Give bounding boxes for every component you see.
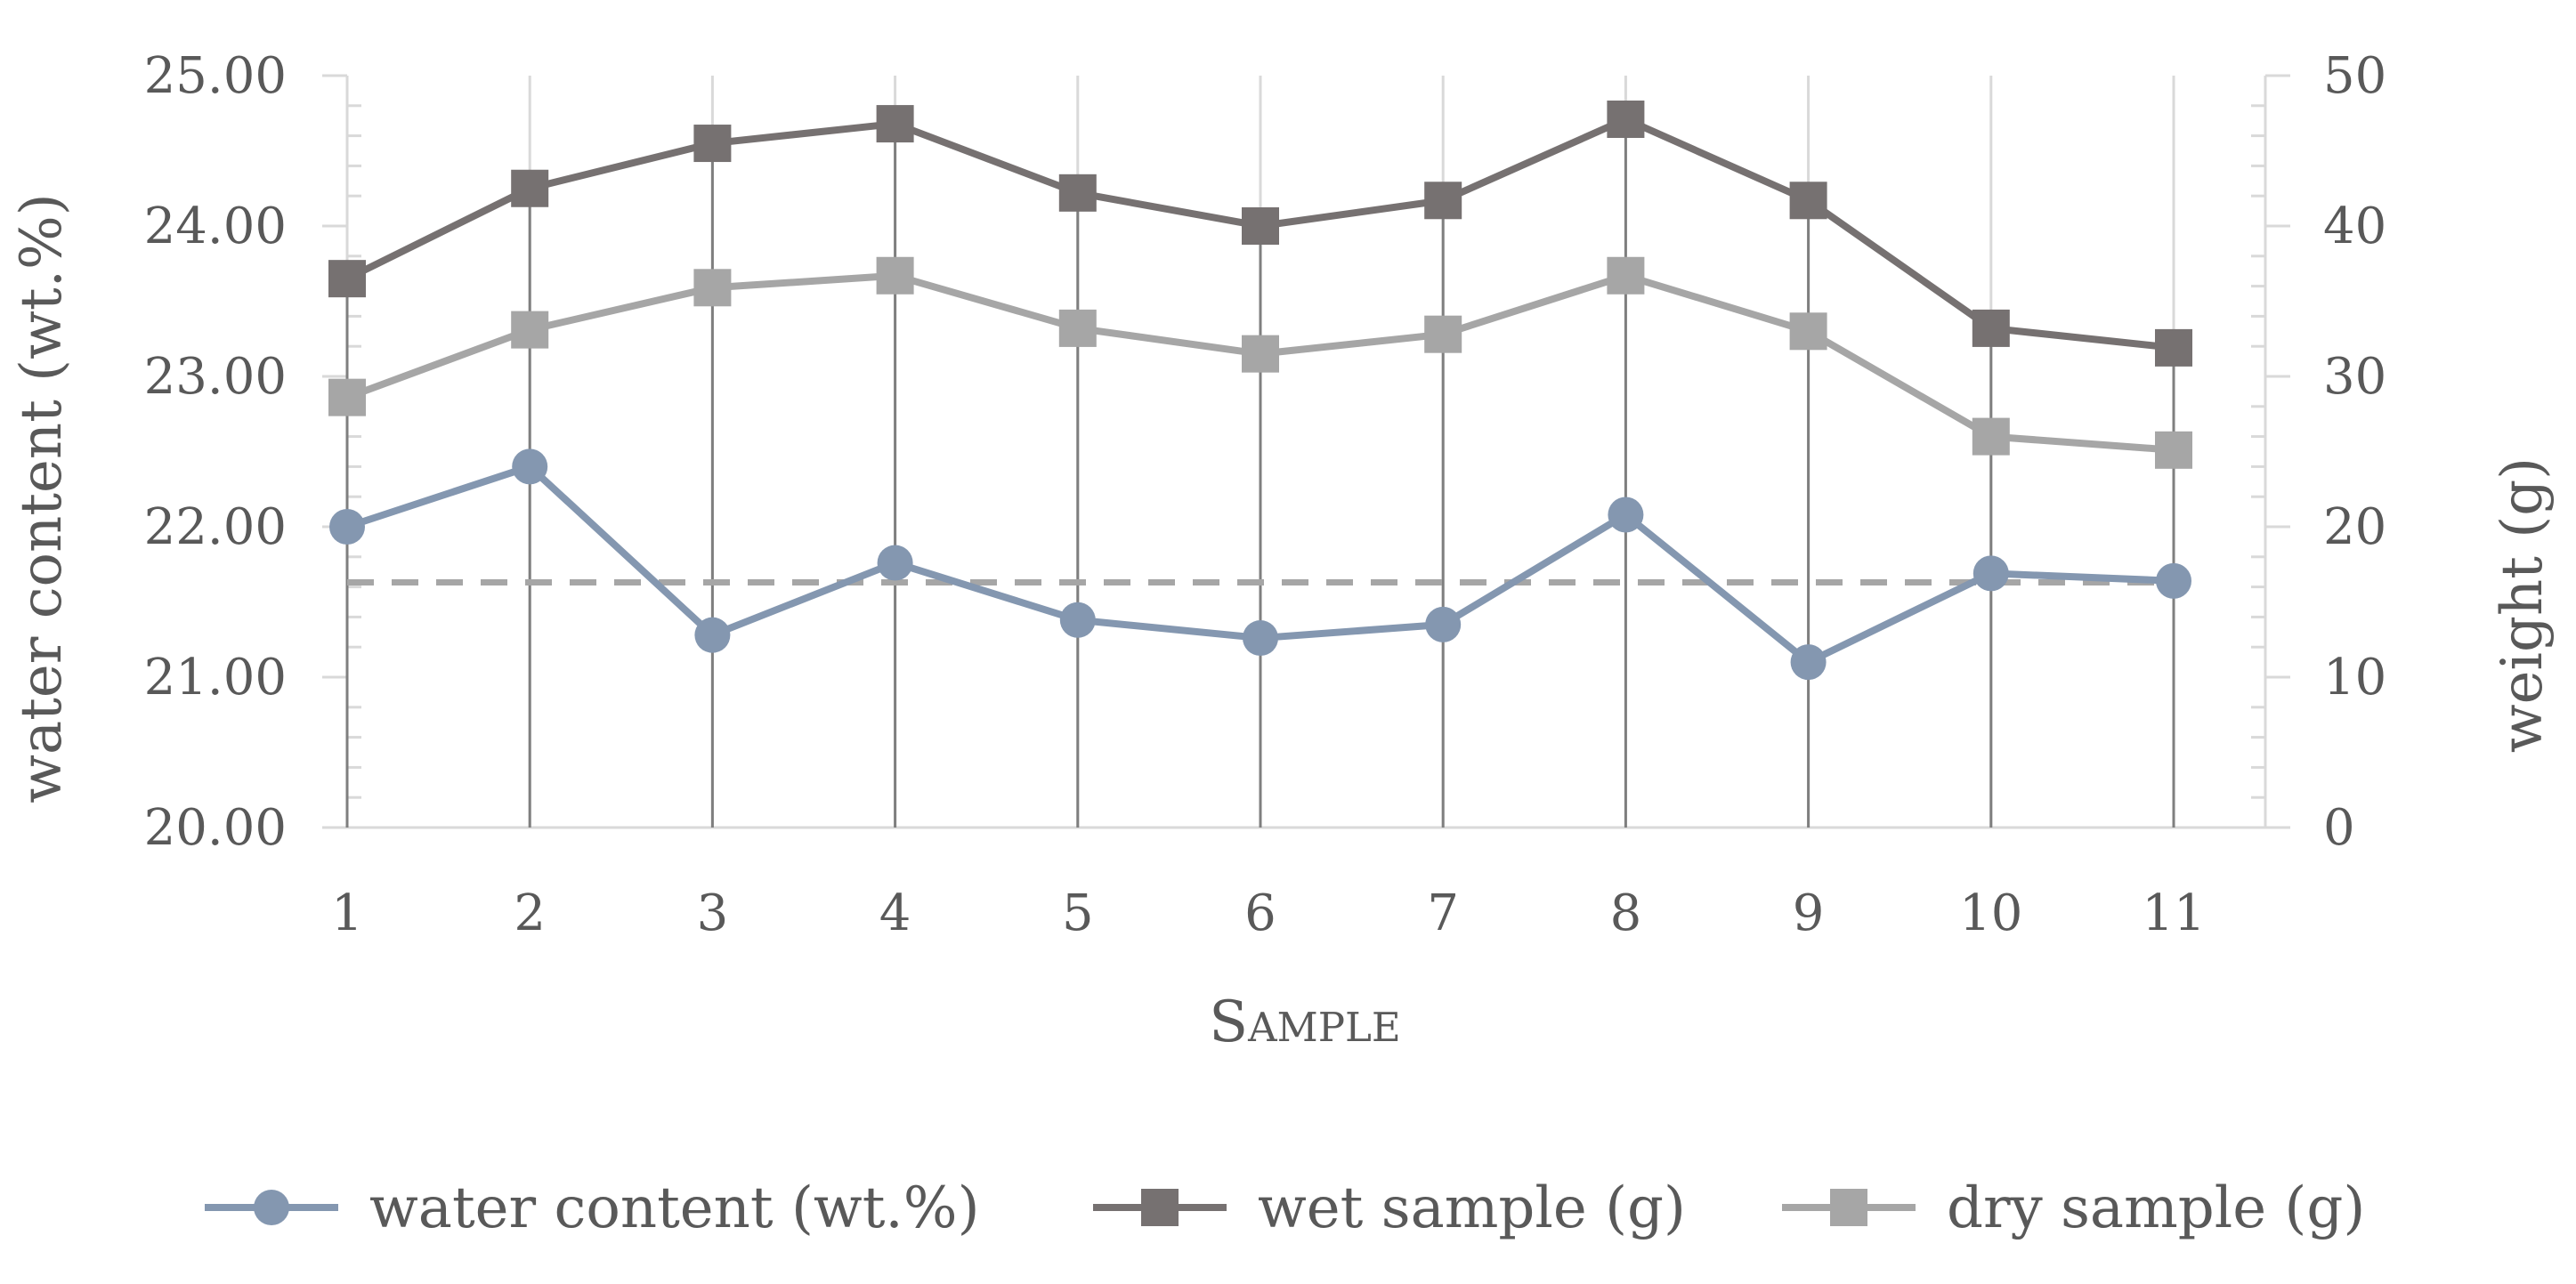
point-water-content-7 xyxy=(1425,606,1462,642)
y2-tick-label-0: 0 xyxy=(2323,799,2355,857)
y-tick-label-21.00: 21.00 xyxy=(144,649,287,707)
x-axis-title: Sample xyxy=(1209,989,1400,1055)
x-tick-label-8: 8 xyxy=(1610,884,1642,942)
x-tick-label-10: 10 xyxy=(1959,884,2022,942)
point-water-content-5 xyxy=(1059,602,1096,638)
point-dry-sample-6 xyxy=(1242,335,1279,373)
x-tick-label-9: 9 xyxy=(1793,884,1825,942)
point-water-content-3 xyxy=(694,617,731,653)
y2-tick-label-20: 20 xyxy=(2323,498,2386,556)
series-layer xyxy=(328,101,2192,681)
legend-marker-2 xyxy=(1830,1189,1867,1226)
point-dry-sample-9 xyxy=(1789,312,1827,351)
point-wet-sample-4 xyxy=(876,105,914,143)
point-dry-sample-5 xyxy=(1058,309,1097,347)
point-wet-sample-3 xyxy=(693,125,732,163)
y2-axis-title: weight (g) xyxy=(2490,457,2556,753)
point-dry-sample-4 xyxy=(876,256,914,295)
y-tick-label-25.00: 25.00 xyxy=(144,47,287,105)
point-dry-sample-8 xyxy=(1607,256,1645,295)
point-water-content-11 xyxy=(2156,562,2191,599)
y2-tick-label-50: 50 xyxy=(2323,47,2386,105)
x-tick-label-1: 1 xyxy=(331,884,363,942)
y2-tick-label-10: 10 xyxy=(2323,649,2386,707)
y-tick-label-23.00: 23.00 xyxy=(144,348,287,406)
y-tick-label-22.00: 22.00 xyxy=(144,498,287,556)
point-water-content-8 xyxy=(1608,497,1644,533)
point-wet-sample-10 xyxy=(1972,309,2010,347)
point-dry-sample-7 xyxy=(1424,315,1462,353)
x-tick-label-2: 2 xyxy=(514,884,546,942)
x-tick-label-11: 11 xyxy=(2142,884,2205,942)
point-water-content-4 xyxy=(877,545,913,581)
y-tick-label-24.00: 24.00 xyxy=(144,198,287,255)
legend-marker-0 xyxy=(254,1190,289,1225)
legend-label-0: water content (wt.%) xyxy=(369,1175,980,1241)
y2-tick-label-40: 40 xyxy=(2323,198,2386,255)
x-tick-label-7: 7 xyxy=(1427,884,1459,942)
y2-tick-label-30: 30 xyxy=(2323,348,2386,406)
legend-marker-1 xyxy=(1141,1189,1179,1226)
point-dry-sample-11 xyxy=(2155,431,2192,469)
point-wet-sample-7 xyxy=(1424,182,1462,220)
x-tick-label-6: 6 xyxy=(1244,884,1276,942)
point-wet-sample-5 xyxy=(1058,174,1097,212)
point-dry-sample-1 xyxy=(328,378,366,416)
point-water-content-6 xyxy=(1243,620,1278,657)
x-tick-label-3: 3 xyxy=(697,884,729,942)
point-wet-sample-2 xyxy=(511,169,549,207)
point-wet-sample-11 xyxy=(2155,328,2192,367)
point-dry-sample-2 xyxy=(511,311,549,349)
point-water-content-2 xyxy=(512,448,548,485)
point-wet-sample-1 xyxy=(328,260,366,298)
point-water-content-1 xyxy=(329,509,365,545)
legend: water content (wt.%) wet sample (g) dry sa… xyxy=(205,1175,2365,1241)
point-wet-sample-9 xyxy=(1789,182,1827,220)
x-tick-label-5: 5 xyxy=(1062,884,1094,942)
legend-label-1: wet sample (g) xyxy=(1258,1175,1686,1241)
y-axis-title: water content (wt.%) xyxy=(9,193,75,804)
x-tick-label-4: 4 xyxy=(879,884,911,942)
point-dry-sample-10 xyxy=(1972,417,2010,456)
point-water-content-10 xyxy=(1973,555,2009,592)
tick-labels: 20.00 21.00 22.00 23.00 24.00 25.00 0 10 20 30 40 5… xyxy=(144,47,2387,942)
point-dry-sample-3 xyxy=(693,269,732,307)
drop-lines xyxy=(345,119,2175,828)
point-wet-sample-6 xyxy=(1242,207,1279,245)
y-tick-label-20.00: 20.00 xyxy=(144,799,287,857)
point-water-content-9 xyxy=(1790,644,1827,681)
point-wet-sample-8 xyxy=(1607,101,1645,139)
legend-label-2: dry sample (g) xyxy=(1947,1175,2365,1241)
